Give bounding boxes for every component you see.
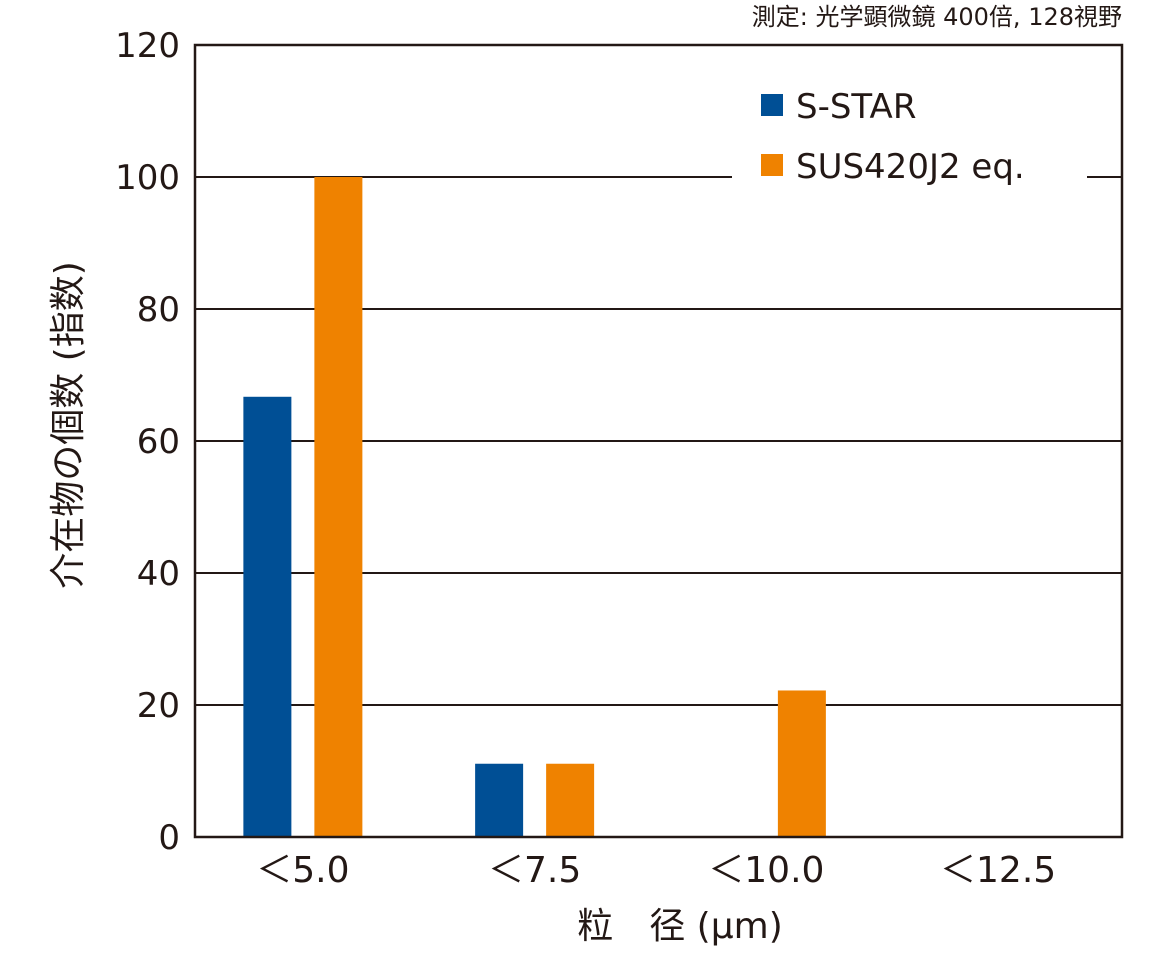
y-axis-title: 介在物の個数 (指数) (48, 261, 89, 589)
x-category-labels: ＜5.0 ＜7.5 ＜10.0 ＜12.5 (256, 850, 1056, 891)
bar-s-star-0 (243, 396, 292, 837)
y-tick-label: 40 (137, 554, 180, 594)
y-tick-label: 80 (137, 290, 180, 330)
legend-label: SUS420J2 eq. (796, 147, 1025, 187)
y-tick-label: 20 (137, 686, 180, 726)
bar-sus420j2-eq--0 (314, 177, 363, 837)
bar-sus420j2-eq--1 (546, 763, 595, 837)
y-tick-labels: 0 20 40 60 80 100 120 (115, 26, 180, 858)
y-tick-label: 60 (137, 422, 180, 462)
y-tick-label: 100 (115, 158, 180, 198)
plot-frame (193, 43, 1124, 839)
legend-box (732, 74, 1087, 202)
legend-label: S-STAR (796, 87, 916, 127)
x-axis-title: 粒 径 (μm) (577, 906, 783, 947)
legend: S-STAR SUS420J2 eq. (732, 74, 1087, 202)
bars (243, 177, 826, 837)
measurement-note: 測定: 光学顕微鏡 400倍, 128視野 (752, 3, 1122, 31)
legend-swatch (761, 154, 783, 176)
bar-s-star-1 (475, 763, 524, 837)
x-category-label: ＜7.5 (488, 850, 581, 891)
x-category-label: ＜10.0 (708, 850, 824, 891)
legend-swatch (761, 94, 783, 116)
y-tick-label: 0 (158, 818, 180, 858)
x-category-label: ＜12.5 (940, 850, 1056, 891)
x-category-label: ＜5.0 (256, 850, 349, 891)
bar-sus420j2-eq--2 (777, 690, 826, 837)
y-tick-label: 120 (115, 26, 180, 66)
